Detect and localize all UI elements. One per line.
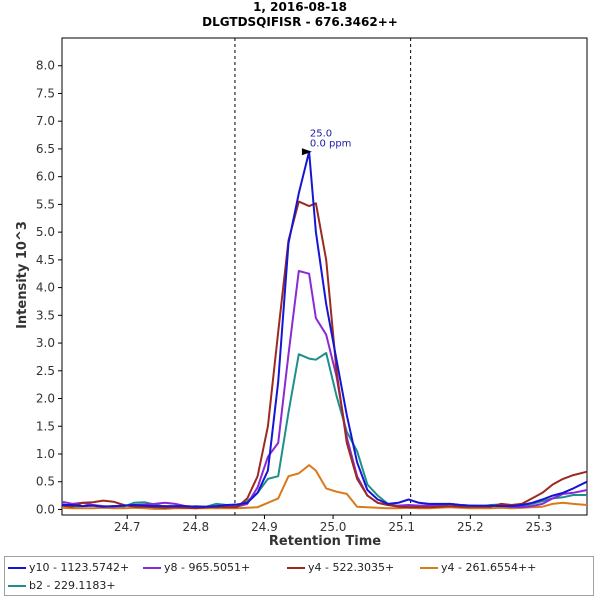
y-tick-label: 1.0 <box>36 447 55 461</box>
legend-label: b2 - 229.1183+ <box>29 579 116 592</box>
legend-swatch-icon <box>143 567 161 569</box>
plot-area: 0.0 0.5 1.0 1.5 2.0 2.5 3.0 3.5 4.0 4.5 5.0 5.5 6.0 6… <box>36 37 588 534</box>
legend-label: y4 - 522.3035+ <box>308 561 395 574</box>
y-tick-label: 4.5 <box>36 253 55 267</box>
y-tick-label: 2.0 <box>36 392 55 406</box>
x-tick-label: 24.8 <box>182 520 209 534</box>
x-tick-label: 25.1 <box>388 520 415 534</box>
legend-item: b2 - 229.1183+ <box>8 579 116 592</box>
y-tick-label: 3.0 <box>36 336 55 350</box>
legend-label: y4 - 261.6554++ <box>441 561 537 574</box>
y-tick-label: 8.0 <box>36 59 55 73</box>
y-tick-label: 3.5 <box>36 308 55 322</box>
x-tick-label: 25.0 <box>320 520 347 534</box>
y-tick-label: 1.5 <box>36 419 55 433</box>
legend-swatch-icon <box>8 585 26 587</box>
y-tick-label: 7.0 <box>36 114 55 128</box>
chart-title: 1, 2016-08-18 <box>253 0 347 14</box>
y-tick-label: 5.5 <box>36 197 55 211</box>
x-tick-label: 24.7 <box>114 520 141 534</box>
y-tick-label: 6.0 <box>36 170 55 184</box>
x-tick-label: 24.9 <box>251 520 278 534</box>
peak-marker-icon <box>301 148 312 156</box>
y-tick-label: 2.5 <box>36 364 55 378</box>
legend-label: y8 - 965.5051+ <box>164 561 251 574</box>
x-tick-label: 25.2 <box>457 520 484 534</box>
series-line-0 <box>62 150 588 508</box>
y-axis-title: Intensity 10^3 <box>15 221 30 329</box>
legend-swatch-icon <box>420 567 438 569</box>
legend: y10 - 1123.5742+ y8 - 965.5051+ y4 - 522.3… <box>4 556 594 596</box>
plot-frame <box>61 37 588 516</box>
chart-subtitle: DLGTDSQIFISR - 676.3462++ <box>202 15 398 29</box>
y-tick-label: 6.5 <box>36 142 55 156</box>
y-tick-label: 5.0 <box>36 225 55 239</box>
y-tick-label: 0.0 <box>36 502 55 516</box>
legend-item: y4 - 261.6554++ <box>420 561 536 574</box>
legend-item: y10 - 1123.5742+ <box>8 561 129 574</box>
legend-item: y4 - 522.3035+ <box>287 561 394 574</box>
legend-swatch-icon <box>287 567 305 569</box>
legend-label: y10 - 1123.5742+ <box>29 561 130 574</box>
y-tick-label: 4.0 <box>36 281 55 295</box>
legend-swatch-icon <box>8 567 26 569</box>
x-axis-title: Retention Time <box>269 534 381 549</box>
x-tick-label: 25.3 <box>526 520 553 534</box>
peak-annotation-line: 0.0 ppm <box>310 139 352 150</box>
y-tick-label: 0.5 <box>36 475 55 489</box>
series-line-3 <box>61 464 588 510</box>
peak-annotation-line: 25.0 <box>310 129 332 140</box>
legend-item: y8 - 965.5051+ <box>143 561 250 574</box>
y-tick-label: 7.5 <box>36 86 55 100</box>
